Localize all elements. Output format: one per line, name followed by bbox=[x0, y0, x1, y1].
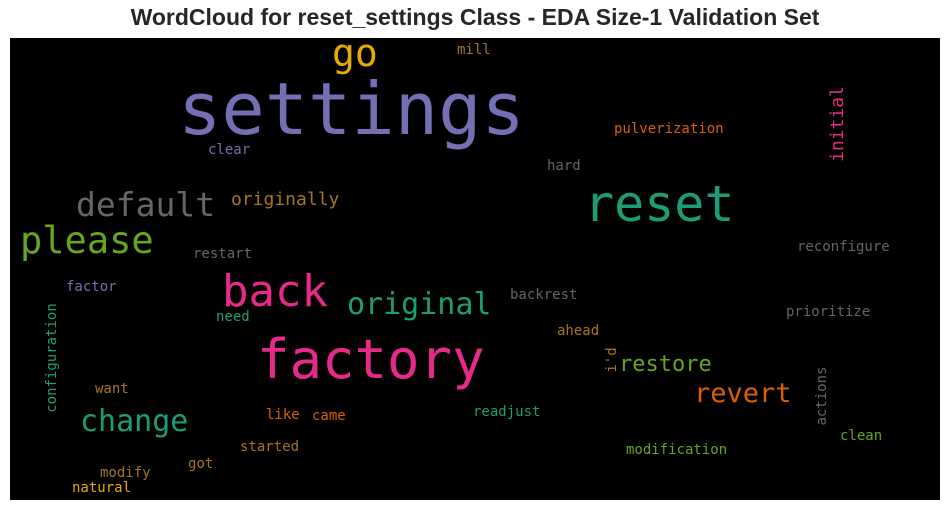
chart-title: WordCloud for reset_settings Class - EDA… bbox=[130, 4, 820, 30]
word-hard: hard bbox=[547, 158, 581, 174]
word-originally: originally bbox=[231, 189, 340, 210]
word-readjust: readjust bbox=[473, 404, 540, 420]
word-got: got bbox=[188, 456, 213, 472]
word-want: want bbox=[95, 381, 129, 397]
word-need: need bbox=[216, 309, 250, 325]
word-configuration: configuration bbox=[44, 303, 60, 413]
word-i-d: i'd bbox=[604, 347, 620, 372]
word-actions: actions bbox=[814, 366, 830, 425]
word-ahead: ahead bbox=[557, 323, 599, 339]
word-go: go bbox=[332, 38, 378, 75]
word-mill: mill bbox=[457, 42, 491, 58]
word-natural: natural bbox=[72, 480, 131, 496]
word-came: came bbox=[312, 408, 346, 424]
word-settings: settings bbox=[178, 67, 525, 151]
word-factory: factory bbox=[257, 328, 485, 391]
word-restore: restore bbox=[619, 352, 712, 377]
word-started: started bbox=[240, 439, 299, 455]
word-cloud-panel: settings reset factory back go please default o… bbox=[10, 38, 940, 500]
word-clean: clean bbox=[840, 428, 882, 444]
word-initial: initial bbox=[827, 86, 848, 162]
word-revert: revert bbox=[694, 378, 792, 409]
word-reconfigure: reconfigure bbox=[797, 239, 890, 255]
word-modification: modification bbox=[626, 442, 727, 458]
word-restart: restart bbox=[193, 246, 252, 262]
word-back: back bbox=[222, 266, 328, 317]
word-like: like bbox=[266, 407, 300, 423]
word-reset: reset bbox=[584, 175, 735, 233]
word-please: please bbox=[20, 219, 154, 262]
word-change: change bbox=[80, 404, 188, 439]
word-modify: modify bbox=[100, 465, 151, 481]
word-clear: clear bbox=[208, 142, 250, 158]
word-default: default bbox=[76, 185, 215, 224]
word-backrest: backrest bbox=[510, 287, 577, 303]
word-original: original bbox=[347, 287, 492, 322]
word-prioritize: prioritize bbox=[786, 304, 870, 320]
word-pulverization: pulverization bbox=[614, 121, 724, 137]
word-factor: factor bbox=[66, 279, 117, 295]
